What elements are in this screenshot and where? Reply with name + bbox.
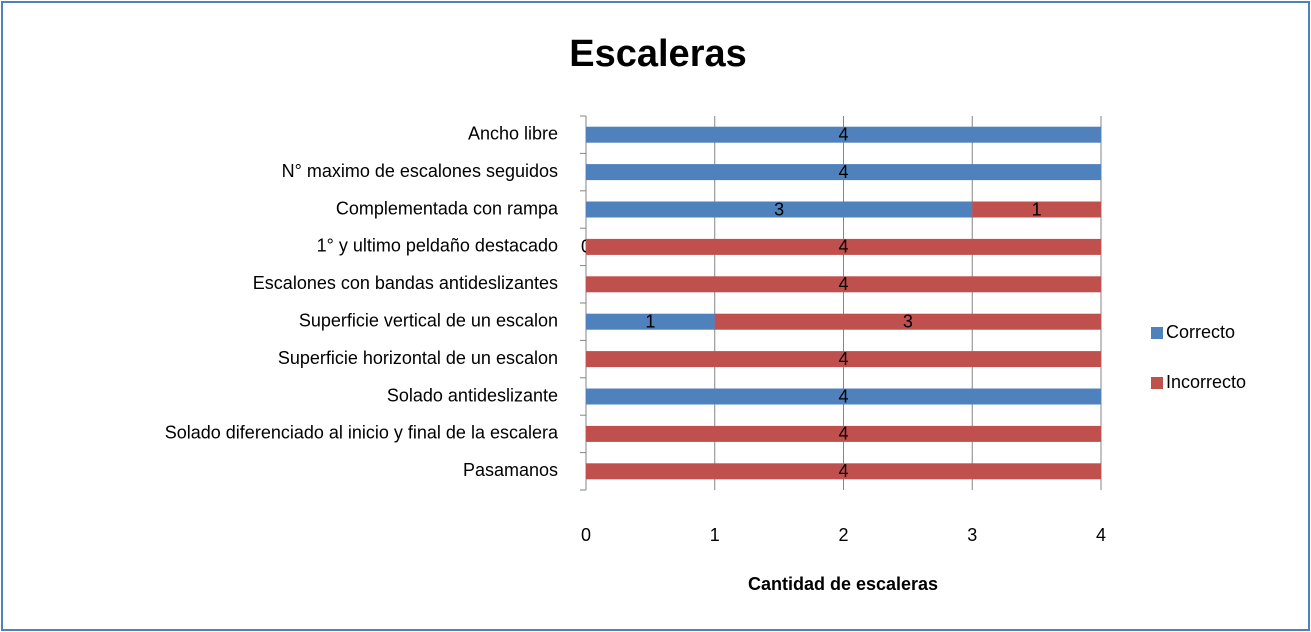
- legend-swatch: [1151, 377, 1163, 389]
- bar-segment: [586, 201, 973, 218]
- bar-segment: [972, 201, 1101, 218]
- y-tick-label: Escalones con bandas antideslizantes: [253, 273, 558, 293]
- bar-segment: [586, 276, 1101, 293]
- y-tick-label: Solado antideslizante: [387, 385, 558, 405]
- bar-segment: [586, 425, 1101, 442]
- data-label: 3: [774, 199, 784, 219]
- y-tick-label: 1° y ultimo peldaño destacado: [317, 236, 558, 256]
- bar-segment: [586, 463, 1101, 480]
- x-tick-label: 0: [581, 525, 591, 545]
- data-label: 1: [1032, 199, 1042, 219]
- data-label: 4: [838, 124, 848, 144]
- data-label: 3: [903, 311, 913, 331]
- y-tick-label: Complementada con rampa: [336, 198, 559, 218]
- bar-segment: [586, 388, 1101, 405]
- x-axis-title: Cantidad de escaleras: [748, 574, 938, 594]
- bar-segment: [586, 164, 1101, 181]
- y-tick-label: N° maximo de escalones seguidos: [282, 161, 558, 181]
- data-label: 4: [838, 237, 848, 257]
- x-tick-label: 2: [838, 525, 848, 545]
- y-tick-label: Ancho libre: [468, 123, 558, 143]
- y-tick-label: Pasamanos: [463, 460, 558, 480]
- x-tick-label: 4: [1096, 525, 1106, 545]
- bar-segment: [586, 313, 715, 330]
- bar-segment: [586, 351, 1101, 368]
- data-label: 4: [838, 274, 848, 294]
- chart-title: Escaleras: [569, 33, 747, 75]
- y-tick-label: Solado diferenciado al inicio y final de…: [165, 423, 559, 443]
- data-label: 4: [838, 349, 848, 369]
- bar-segment: [586, 238, 1101, 255]
- bar-segment: [714, 313, 1101, 330]
- y-tick-label: Superficie vertical de un escalon: [299, 310, 558, 330]
- data-label: 4: [838, 162, 848, 182]
- x-tick-label: 1: [710, 525, 720, 545]
- data-label: 4: [838, 461, 848, 481]
- legend-label: Incorrecto: [1166, 372, 1246, 392]
- bar-segment: [586, 126, 1101, 143]
- data-label: 1: [645, 311, 655, 331]
- legend-swatch: [1151, 327, 1163, 339]
- legend-label: Correcto: [1166, 322, 1235, 342]
- data-label: 4: [838, 386, 848, 406]
- x-tick-label: 3: [967, 525, 977, 545]
- data-label: 4: [838, 424, 848, 444]
- y-tick-label: Superficie horizontal de un escalon: [278, 348, 558, 368]
